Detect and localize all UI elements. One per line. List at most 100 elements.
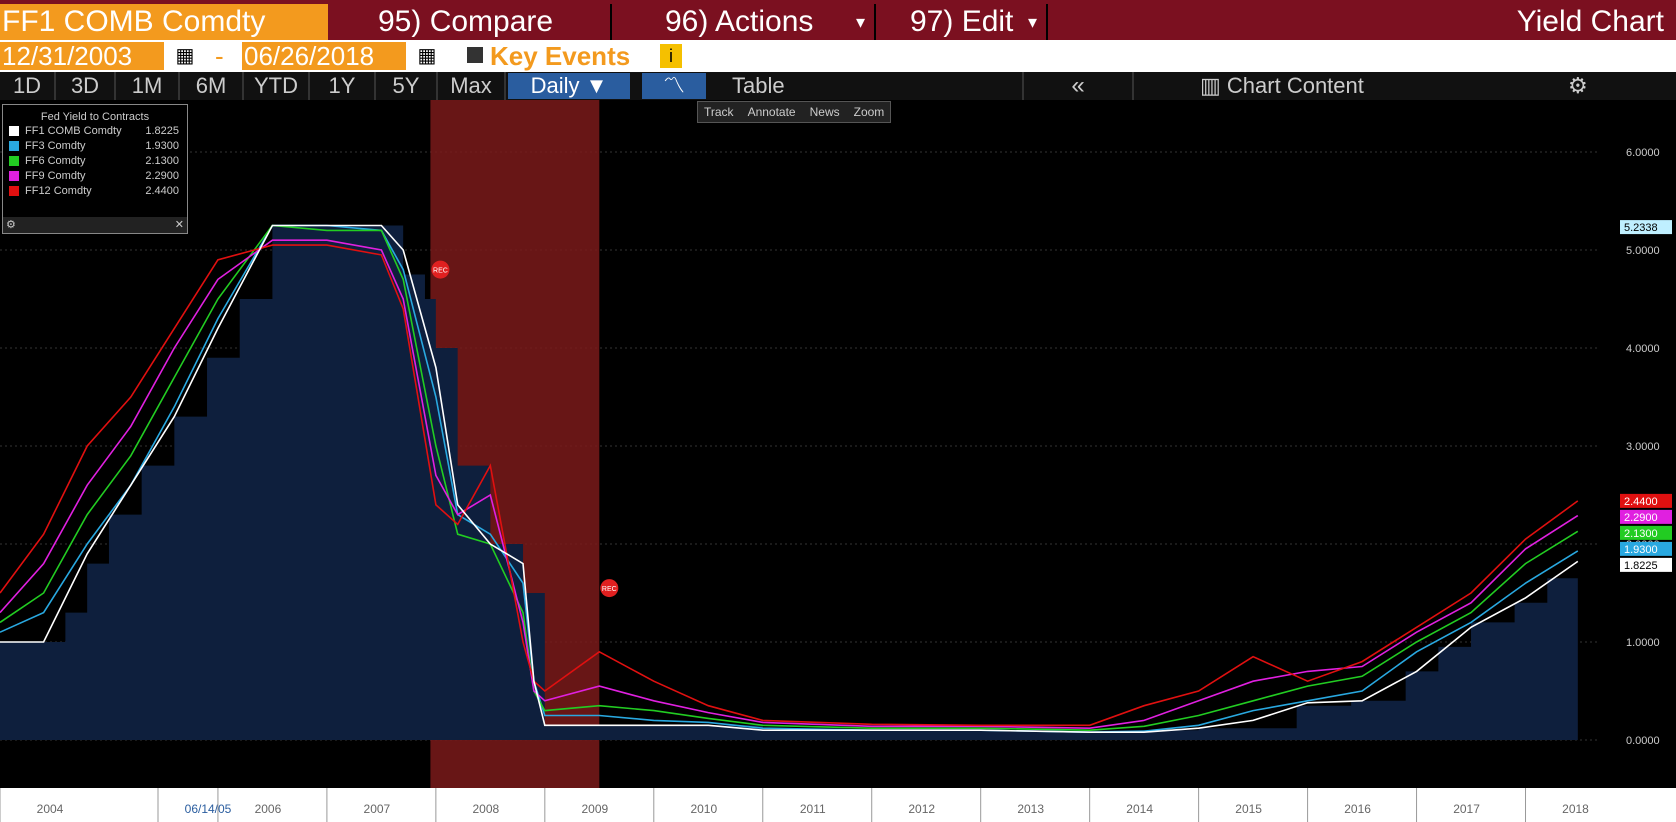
last-value-label: 1.9300 [1624, 544, 1658, 556]
legend-swatch [9, 155, 19, 166]
legend-row[interactable]: FF9 Comdty 2.2900 [3, 168, 187, 183]
x-tick-label: 2006 [255, 802, 282, 816]
rec-marker: REC [600, 579, 619, 598]
rec-marker-label: REC [433, 268, 448, 275]
period-max[interactable]: Max [438, 72, 506, 100]
rec-marker: REC [431, 260, 450, 279]
close-icon[interactable]: ✕ [174, 219, 187, 231]
x-tick-label: 2014 [1126, 802, 1153, 816]
end-date-input[interactable]: 06/26/2018 [242, 42, 406, 70]
series-line [0, 224, 1579, 733]
compare-button[interactable]: 95) Compare [378, 5, 554, 38]
last-value-label: 1.8225 [1624, 560, 1658, 572]
legend-footer: ⚙ ✕ [3, 217, 187, 233]
table-button[interactable]: Table [732, 73, 785, 98]
x-tick-label: 2012 [908, 802, 935, 816]
legend-series-name: FF6 Comdty [25, 154, 86, 167]
legend[interactable]: Fed Yield to Contracts FF1 COMB Comdty 1.… [2, 104, 188, 234]
bar-chart-icon: ▥ [1200, 73, 1227, 98]
last-value-badge [1620, 557, 1672, 572]
last-value-label: 5.2338 [1624, 222, 1658, 234]
period-1y[interactable]: 1Y [310, 72, 376, 100]
date-separator: - [215, 41, 224, 71]
y-tick-label: 0.0000 [1626, 735, 1660, 747]
period-3d[interactable]: 3D [56, 72, 116, 100]
legend-series-value: 2.4400 [145, 184, 179, 197]
last-value-label: 2.1300 [1624, 528, 1658, 540]
legend-series-name: FF9 Comdty [25, 169, 86, 182]
collapse-icon[interactable]: « [1022, 72, 1134, 100]
legend-series-name: FF3 Comdty [25, 139, 86, 152]
key-events-checkbox[interactable] [467, 47, 483, 63]
legend-row[interactable]: FF3 Comdty 1.9300 [3, 138, 187, 153]
edit-button[interactable]: 97) Edit [910, 5, 1014, 38]
period-1m[interactable]: 1M [116, 72, 180, 100]
legend-row[interactable]: FF6 Comdty 2.1300 [3, 153, 187, 168]
menu-divider [610, 4, 612, 40]
chart-content-button[interactable]: ▥ Chart Content [1200, 72, 1364, 100]
period-6m[interactable]: 6M [180, 72, 244, 100]
calendar-icon[interactable]: ▦ [175, 45, 195, 67]
series-line [0, 239, 1579, 730]
menu-divider [874, 4, 876, 40]
legend-title: Fed Yield to Contracts [40, 111, 150, 123]
legend-row[interactable]: FF12 Comdty 2.4400 [3, 183, 187, 198]
y-tick-label: 5.0000 [1626, 245, 1660, 257]
series-line [0, 244, 1579, 727]
period-5y[interactable]: 5Y [376, 72, 438, 100]
x-tick-label: 2004 [37, 802, 64, 816]
last-value-badge [1620, 525, 1672, 540]
y-tick-label: 6.0000 [1626, 147, 1660, 159]
x-tick-label: 2016 [1344, 802, 1371, 816]
annotate-tool[interactable]: Annotate [747, 105, 796, 119]
legend-series-value: 2.2900 [145, 169, 179, 182]
x-tick-label: 2015 [1235, 802, 1262, 816]
x-tick-label: 2013 [1017, 802, 1044, 816]
frequency-dropdown[interactable]: Daily ▼ [508, 73, 630, 99]
legend-swatch [9, 170, 19, 181]
zoom-tool[interactable]: Zoom [853, 105, 885, 119]
ticker-field[interactable]: FF1 COMB Comdty [0, 4, 328, 40]
period-ytd[interactable]: YTD [244, 72, 310, 100]
y-tick-label: 4.0000 [1626, 343, 1660, 355]
start-date-input[interactable]: 12/31/2003 [0, 42, 164, 70]
legend-series-name: FF12 Comdty [25, 184, 92, 197]
actions-button[interactable]: 96) Actions [665, 5, 814, 38]
last-value-badge [1620, 541, 1672, 556]
x-tick-label: 06/14/05 [185, 802, 232, 816]
legend-series-value: 1.8225 [145, 124, 179, 137]
rec-marker-icon [431, 260, 450, 279]
period-1d[interactable]: 1D [0, 72, 56, 100]
legend-swatch [9, 140, 19, 151]
legend-row[interactable]: FF1 COMB Comdty 1.8225 [3, 123, 187, 138]
gear-icon[interactable]: ⚙ [1568, 73, 1588, 98]
x-tick-label: 2011 [800, 802, 826, 816]
news-tool[interactable]: News [809, 105, 840, 119]
rec-marker-label: REC [602, 586, 617, 593]
page-title: Yield Chart [1516, 5, 1664, 38]
last-value-badge [1620, 509, 1672, 524]
info-icon[interactable]: i [660, 44, 682, 68]
edit-caret-icon[interactable]: ▾ [1028, 12, 1038, 32]
x-tick-label: 2008 [473, 802, 500, 816]
y-tick-label: 3.0000 [1626, 441, 1660, 453]
last-value-label: 2.2900 [1624, 512, 1658, 524]
x-tick-label: 2018 [1562, 802, 1589, 816]
key-events-label[interactable]: Key Events [490, 41, 631, 71]
chart-tools: Track Annotate News Zoom [697, 101, 892, 123]
legend-series-value: 2.1300 [145, 154, 179, 167]
calendar-icon[interactable]: ▦ [417, 45, 437, 67]
legend-series-name: FF1 COMB Comdty [25, 124, 122, 137]
x-tick-label: 2010 [690, 802, 717, 816]
legend-series-value: 1.9300 [145, 139, 179, 152]
series-line [0, 224, 1579, 734]
x-axis-bar [0, 788, 1676, 822]
line-chart-icon[interactable]: 〽 [642, 73, 706, 99]
actions-caret-icon[interactable]: ▾ [856, 12, 866, 32]
gear-icon[interactable]: ⚙ [3, 219, 16, 231]
track-tool[interactable]: Track [704, 105, 734, 119]
rec-marker-icon [600, 579, 619, 598]
x-tick-label: 2017 [1453, 802, 1480, 816]
last-value-badge [1620, 493, 1672, 508]
